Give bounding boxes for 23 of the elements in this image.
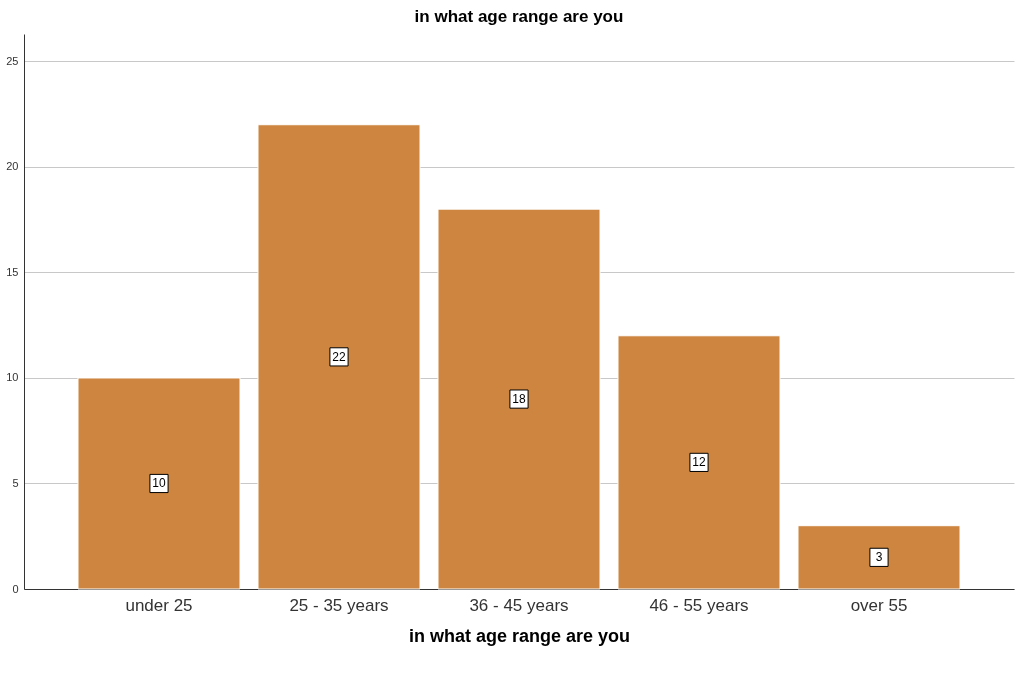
y-tick-label: 5	[12, 476, 19, 489]
bar	[257, 124, 421, 590]
bar	[617, 335, 781, 590]
x-tick-label: 36 - 45 years	[469, 595, 569, 615]
data-label: 12	[692, 455, 706, 470]
bar	[797, 525, 961, 590]
y-tick-label: 0	[12, 582, 19, 595]
x-tick-label: 46 - 55 years	[649, 595, 749, 615]
data-label: 10	[152, 476, 166, 491]
bar	[437, 208, 601, 590]
data-label: 3	[875, 550, 883, 565]
y-tick-label: 15	[6, 265, 19, 278]
y-tick-label: 20	[6, 160, 19, 173]
x-tick-label: 25 - 35 years	[289, 595, 389, 615]
bar	[77, 377, 241, 590]
x-axis-title: in what age range are you	[408, 625, 631, 646]
y-tick-label: 25	[6, 54, 19, 67]
chart-title: in what age range are you	[414, 7, 624, 26]
y-tick-label: 10	[6, 371, 19, 384]
data-label: 22	[332, 349, 346, 364]
data-label: 18	[512, 392, 526, 407]
x-tick-label: over 55	[850, 595, 908, 615]
x-tick-label: under 25	[125, 595, 193, 615]
